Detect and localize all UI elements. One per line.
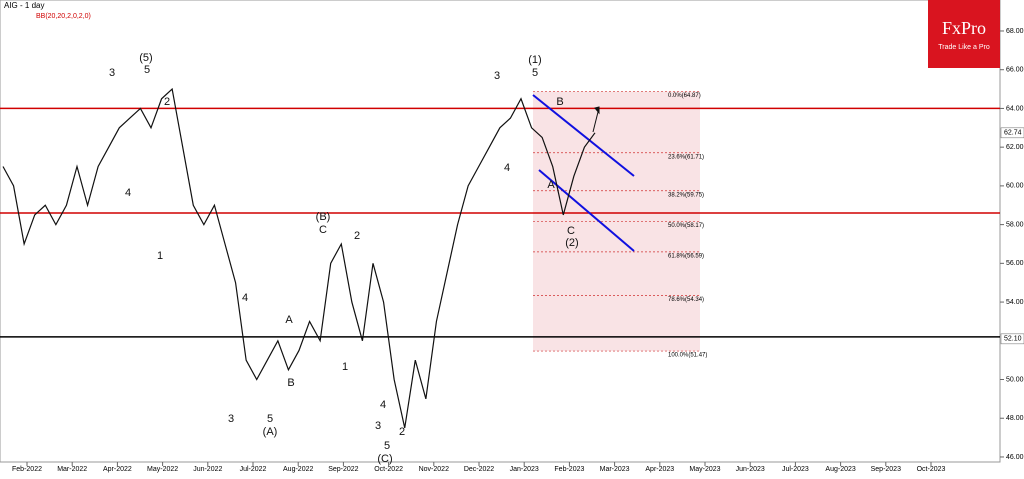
x-tick-label: Oct-2023	[917, 466, 946, 473]
plot-area	[0, 0, 1001, 463]
y-tick-label: 60.00	[1006, 183, 1024, 190]
x-tick-label: Jan-2023	[510, 466, 539, 473]
x-tick-label: Apr-2023	[645, 466, 674, 473]
y-tick-label: 66.00	[1006, 67, 1024, 74]
wave-label: 1	[342, 361, 348, 373]
wave-label: 3	[375, 420, 381, 432]
wave-label: 2	[399, 426, 405, 438]
wave-label: 4	[242, 292, 248, 304]
fib-label: 0.0%(64.87)	[668, 93, 701, 99]
y-tick-label: 64.00	[1006, 105, 1024, 112]
wave-label: 3	[228, 413, 234, 425]
y-tick-label: 58.00	[1006, 221, 1024, 228]
tagline: Trade Like a Pro	[938, 44, 990, 51]
x-tick-label: Oct-2022	[374, 466, 403, 473]
price-label: 52.10	[1004, 336, 1022, 343]
wave-label: 1	[157, 250, 163, 262]
wave-label: A	[547, 179, 555, 191]
chart-title: AIG - 1 day	[4, 1, 44, 10]
wave-label: C	[319, 224, 327, 236]
y-tick-label: 50.00	[1006, 376, 1024, 383]
x-tick-label: Aug-2022	[283, 466, 313, 473]
brand: FxPro	[942, 18, 986, 38]
indicator: BB(20,20,2,0,2,0)	[36, 13, 91, 20]
channel-line	[538, 169, 635, 252]
x-tick-label: Sep-2023	[871, 466, 901, 473]
wave-label: 3	[494, 70, 500, 82]
fib-label: 50.0%(58.17)	[668, 223, 704, 229]
fib-label: 61.8%(56.59)	[668, 253, 704, 259]
fib-label: 23.6%(61.71)	[668, 154, 704, 160]
wave-label: 4	[380, 399, 386, 411]
x-tick-label: Mar-2022	[57, 466, 87, 473]
fib-zone	[533, 91, 700, 352]
y-tick-label: 68.00	[1006, 28, 1024, 35]
x-tick-label: Jun-2023	[736, 466, 765, 473]
channel-line	[532, 94, 635, 177]
y-tick-label: 54.00	[1006, 299, 1024, 306]
x-tick-label: Sep-2022	[328, 466, 358, 473]
wave-label: B	[556, 96, 563, 108]
logo	[928, 0, 1000, 68]
wave-label: 4	[125, 187, 131, 199]
wave-label: (2)	[565, 237, 578, 249]
x-tick-label: Nov-2022	[419, 466, 449, 473]
x-tick-label: Feb-2023	[554, 466, 584, 473]
x-tick-label: Aug-2023	[825, 466, 855, 473]
wave-label: (C)	[377, 453, 392, 465]
y-tick-label: 48.00	[1006, 415, 1024, 422]
price-line	[2, 87, 596, 429]
wave-label: 2	[354, 230, 360, 242]
x-tick-label: Dec-2022	[464, 466, 494, 473]
x-tick-label: Feb-2022	[12, 466, 42, 473]
price-tag	[1000, 333, 1024, 345]
wave-label: 5	[532, 67, 538, 79]
y-tick-label: 46.00	[1006, 454, 1024, 461]
fib-label: 78.6%(54.34)	[668, 297, 704, 303]
fib-label: 100.0%(51.47)	[668, 353, 707, 359]
x-tick-label: May-2022	[147, 466, 178, 473]
wave-label: A	[285, 314, 293, 326]
wave-label: (5)	[139, 52, 152, 64]
wave-label: 2	[164, 96, 170, 108]
wave-label: (A)	[263, 426, 278, 438]
wave-label: C	[567, 225, 575, 237]
wave-label: 4	[504, 162, 510, 174]
wave-label: (1)	[528, 54, 541, 66]
x-tick-label: Jun-2022	[193, 466, 222, 473]
wave-label: 5	[144, 64, 150, 76]
price-label: 62.74	[1004, 130, 1022, 137]
wave-label: 5	[384, 440, 390, 452]
x-tick-label: Mar-2023	[600, 466, 630, 473]
y-tick-label: 62.00	[1006, 144, 1024, 151]
arrow	[592, 106, 600, 133]
x-tick-label: Jul-2023	[782, 466, 809, 473]
wave-label: 3	[109, 67, 115, 79]
wave-label: B	[287, 377, 294, 389]
y-tick-label: 56.00	[1006, 260, 1024, 267]
x-tick-label: Jul-2022	[240, 466, 267, 473]
x-tick-label: Apr-2022	[103, 466, 132, 473]
price-tag	[1000, 127, 1024, 139]
fib-label: 38.2%(59.75)	[668, 192, 704, 198]
wave-label: (B)	[316, 211, 331, 223]
x-tick-label: May-2023	[689, 466, 720, 473]
wave-label: 5	[267, 413, 273, 425]
